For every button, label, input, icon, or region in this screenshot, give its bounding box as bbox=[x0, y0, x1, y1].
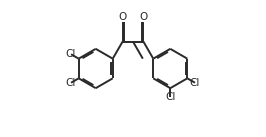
Text: O: O bbox=[139, 12, 148, 22]
Text: Cl: Cl bbox=[165, 92, 176, 102]
Text: Cl: Cl bbox=[66, 78, 76, 88]
Text: O: O bbox=[118, 12, 127, 22]
Text: Cl: Cl bbox=[190, 78, 200, 88]
Text: Cl: Cl bbox=[66, 49, 76, 59]
